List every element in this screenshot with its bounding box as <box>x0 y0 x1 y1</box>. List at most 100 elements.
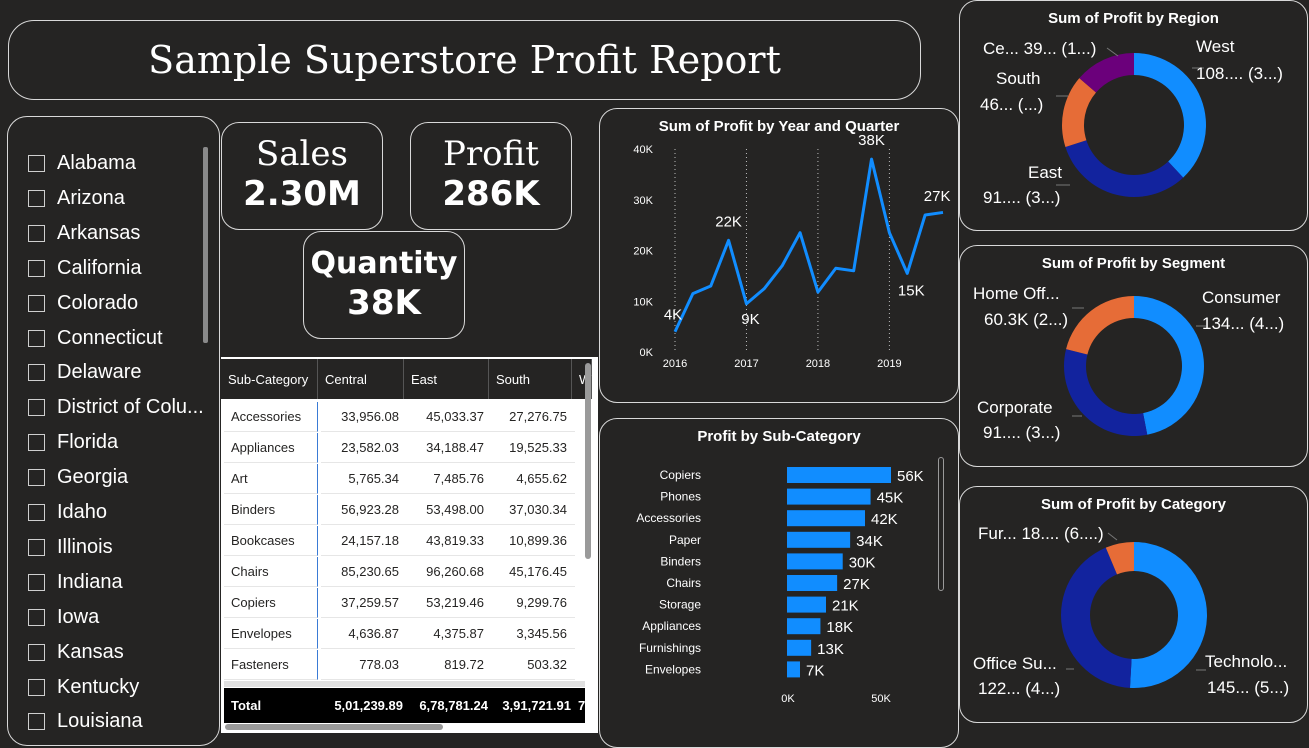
slicer-scrollbar[interactable] <box>203 147 208 343</box>
bar[interactable] <box>787 575 838 591</box>
donut-slice[interactable] <box>1134 53 1206 178</box>
checkbox[interactable] <box>28 469 45 487</box>
table-total-cell: 5,01,239.89 <box>334 698 403 713</box>
slicer-item-label: Arkansas <box>57 221 141 244</box>
slicer-item[interactable]: Illinois <box>28 536 113 559</box>
slicer-item-label: Louisiana <box>57 710 143 733</box>
table-total-cell: 3,91,721.91 <box>502 698 571 713</box>
slicer-item[interactable]: Georgia <box>28 466 128 489</box>
region-donut-chart[interactable] <box>960 1 1307 230</box>
slicer-item[interactable]: Kentucky <box>28 676 139 699</box>
table-row-label: Copiers <box>224 588 318 618</box>
checkbox[interactable] <box>28 678 45 696</box>
donut-slice[interactable] <box>1066 296 1134 355</box>
bar[interactable] <box>787 488 871 505</box>
slicer-item[interactable]: Iowa <box>28 606 99 629</box>
table-vertical-scrollbar[interactable] <box>585 363 591 559</box>
checkbox[interactable] <box>28 259 45 277</box>
line-chart[interactable]: 0K 10K 20K 30K 40K 2016 2017 2018 2019 4K 22K 9K 38K… <box>600 109 958 402</box>
category-chart-title: Sum of Profit by Category <box>1040 496 1227 513</box>
slicer-item[interactable]: Indiana <box>28 571 123 594</box>
bar[interactable] <box>787 510 865 527</box>
table-horizontal-scrollbar[interactable] <box>225 724 443 730</box>
profit-by-subcategory-panel: Profit by Sub-Category Copiers 56K Phones 4… <box>599 418 959 748</box>
table-total-cell: 7 <box>578 698 586 713</box>
checkbox[interactable] <box>28 504 45 521</box>
x-tick-label: 2016 <box>663 358 687 370</box>
bar-category-label: Copiers <box>660 468 701 482</box>
table-cell: 53,498.00 <box>407 495 492 525</box>
bar-category-label: Storage <box>659 598 701 612</box>
checkbox[interactable] <box>28 538 45 556</box>
bar-data-label: 18K <box>826 619 853 636</box>
donut-slice[interactable] <box>1061 547 1132 688</box>
slicer-item[interactable]: Connecticut <box>28 327 163 350</box>
table-header[interactable]: South <box>489 359 572 399</box>
table-cell: 778.03 <box>321 650 407 680</box>
checkbox[interactable] <box>28 155 45 172</box>
sales-label: Sales <box>255 134 348 175</box>
donut-slice[interactable] <box>1062 78 1097 147</box>
slicer-item[interactable]: Alabama <box>28 152 136 175</box>
donut-slice[interactable] <box>1064 349 1148 436</box>
checkbox[interactable] <box>28 294 45 312</box>
profit-line[interactable] <box>673 157 944 333</box>
table-row-label: Binders <box>224 495 318 525</box>
slicer-item-label: District of Colu... <box>57 396 204 419</box>
bar[interactable] <box>787 531 851 548</box>
slicer-item[interactable]: California <box>28 257 141 280</box>
slicer-item[interactable]: Idaho <box>28 501 107 524</box>
bar[interactable] <box>787 553 843 570</box>
slicer-item[interactable]: Arizona <box>28 187 125 210</box>
bar-category-label: Envelopes <box>645 662 701 676</box>
checkbox[interactable] <box>28 224 45 242</box>
category-label-furniture: Fur... 18.... (6....) <box>978 524 1104 543</box>
bar[interactable] <box>787 639 812 656</box>
checkbox[interactable] <box>28 329 45 347</box>
bar[interactable] <box>787 661 800 678</box>
checkbox[interactable] <box>28 643 45 661</box>
checkbox[interactable] <box>28 364 45 382</box>
table-row-label: Appliances <box>224 433 318 463</box>
bar[interactable] <box>787 467 891 483</box>
x-tick-label: 2019 <box>877 358 901 370</box>
bar-chart[interactable]: Copiers 56K Phones 45K Accessories 42K Paper 34… <box>600 419 958 729</box>
region-label-south: South <box>996 69 1041 88</box>
donut-slice[interactable] <box>1079 53 1134 93</box>
checkbox[interactable] <box>28 434 45 452</box>
checkbox[interactable] <box>28 189 45 207</box>
sales-card: Sales 2.30M <box>221 122 383 230</box>
slicer-item[interactable]: Kansas <box>28 641 124 664</box>
donut-slice[interactable] <box>1065 140 1184 197</box>
checkbox[interactable] <box>28 399 45 417</box>
bar-chart-title: Profit by Sub-Category <box>697 428 861 445</box>
table-cell: 19,525.33 <box>492 433 575 463</box>
segment-donut-chart[interactable] <box>960 246 1307 466</box>
checkbox[interactable] <box>28 608 45 626</box>
slicer-item[interactable]: Colorado <box>28 292 138 315</box>
profit-matrix-table[interactable]: Sub-CategoryCentralEastSouthWAccessories… <box>221 357 598 733</box>
slicer-item[interactable]: Florida <box>28 431 118 454</box>
bar[interactable] <box>787 618 821 635</box>
donut-slice[interactable] <box>1105 542 1134 575</box>
table-cell: 33,956.08 <box>321 402 407 432</box>
slicer-item-label: Georgia <box>57 466 129 489</box>
table-header[interactable]: Sub-Category <box>221 359 318 399</box>
checkbox[interactable] <box>28 713 45 731</box>
slicer-item[interactable]: District of Colu... <box>28 396 204 419</box>
checkbox[interactable] <box>28 573 45 591</box>
x-tick-label: 2017 <box>734 358 758 370</box>
slicer-item[interactable]: Arkansas <box>28 222 140 245</box>
slicer-item[interactable]: Louisiana <box>28 710 143 733</box>
state-slicer[interactable]: Alabama Arizona Arkansas California Colorado… <box>7 116 220 746</box>
sales-value: 2.30M <box>243 174 361 215</box>
slicer-item[interactable]: Delaware <box>28 361 141 384</box>
bar-chart-scrollbar[interactable] <box>938 457 944 591</box>
donut-slice[interactable] <box>1129 542 1207 688</box>
category-donut-chart[interactable] <box>960 487 1307 722</box>
donut-slice[interactable] <box>1134 296 1204 435</box>
table-header[interactable]: East <box>404 359 489 399</box>
table-header[interactable]: Central <box>318 359 404 399</box>
slicer-item-label: Kansas <box>57 640 124 663</box>
bar[interactable] <box>787 596 826 613</box>
